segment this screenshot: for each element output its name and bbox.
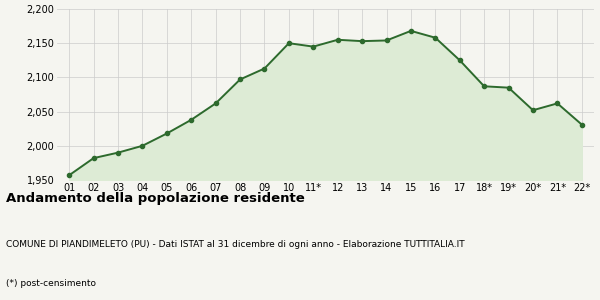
Text: (*) post-censimento: (*) post-censimento: [6, 279, 96, 288]
Text: COMUNE DI PIANDIMELETO (PU) - Dati ISTAT al 31 dicembre di ogni anno - Elaborazi: COMUNE DI PIANDIMELETO (PU) - Dati ISTAT…: [6, 240, 464, 249]
Text: Andamento della popolazione residente: Andamento della popolazione residente: [6, 192, 305, 205]
